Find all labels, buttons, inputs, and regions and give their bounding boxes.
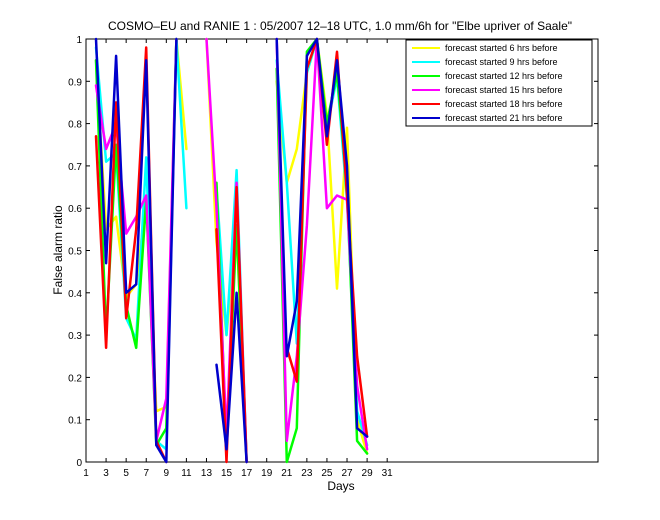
x-axis: 1 3 5 7 9 11 13 15 17 19 21 23 25 27 29 31 bbox=[83, 39, 393, 479]
legend-label: forecast started 9 hrs before bbox=[445, 57, 558, 67]
x-tick-label: 31 bbox=[382, 468, 394, 479]
x-tick-label: 11 bbox=[181, 468, 192, 479]
y-tick-label: 0.6 bbox=[68, 204, 82, 215]
x-tick-label: 5 bbox=[123, 468, 129, 479]
y-tick-label: 0.4 bbox=[68, 289, 82, 300]
y-tick-label: 1 bbox=[76, 35, 82, 46]
chart-title: COSMO–EU and RANIE 1 : 05/2007 12–18 UTC… bbox=[108, 19, 572, 33]
series-line-5 bbox=[215, 185, 248, 464]
x-tick-label: 21 bbox=[281, 468, 293, 479]
legend-label: forecast started 15 hrs before bbox=[445, 85, 563, 95]
x-tick-label: 25 bbox=[321, 468, 333, 479]
legend: forecast started 6 hrs before forecast st… bbox=[405, 39, 593, 127]
x-tick-label: 23 bbox=[301, 468, 313, 479]
y-tick-label: 0.7 bbox=[68, 162, 82, 173]
x-tick-label: 19 bbox=[261, 468, 273, 479]
series-lines bbox=[94, 37, 369, 464]
series-line-6 bbox=[215, 291, 248, 464]
x-tick-label: 1 bbox=[83, 468, 89, 479]
y-tick-label: 0.5 bbox=[68, 247, 82, 258]
legend-label: forecast started 6 hrs before bbox=[445, 43, 558, 53]
x-axis-label: Days bbox=[327, 479, 354, 493]
x-tick-label: 7 bbox=[143, 468, 149, 479]
y-axis: 0 0.1 0.2 0.3 0.4 0.5 0.6 0.7 0.8 0.9 1 bbox=[68, 35, 598, 469]
y-tick-label: 0.9 bbox=[68, 77, 82, 88]
y-tick-label: 0 bbox=[76, 458, 82, 469]
legend-box bbox=[405, 39, 593, 127]
x-tick-label: 17 bbox=[241, 468, 253, 479]
x-tick-label: 27 bbox=[341, 468, 353, 479]
legend-label: forecast started 21 hrs before bbox=[445, 113, 563, 123]
y-tick-label: 0.8 bbox=[68, 120, 82, 131]
series-line-6 bbox=[275, 37, 369, 438]
series-line-6 bbox=[94, 37, 178, 464]
y-tick-label: 0.2 bbox=[68, 373, 82, 384]
x-tick-label: 29 bbox=[362, 468, 374, 479]
x-tick-label: 13 bbox=[201, 468, 213, 479]
x-tick-label: 15 bbox=[221, 468, 233, 479]
x-tick-label: 9 bbox=[164, 468, 170, 479]
series-line-5 bbox=[285, 37, 369, 438]
y-axis-label: False alarm ratio bbox=[51, 205, 65, 295]
y-tick-label: 0.3 bbox=[68, 331, 82, 342]
x-tick-label: 3 bbox=[103, 468, 109, 479]
y-tick-label: 0.1 bbox=[68, 416, 82, 427]
legend-label: forecast started 12 hrs before bbox=[445, 71, 563, 81]
legend-label: forecast started 18 hrs before bbox=[445, 99, 563, 109]
